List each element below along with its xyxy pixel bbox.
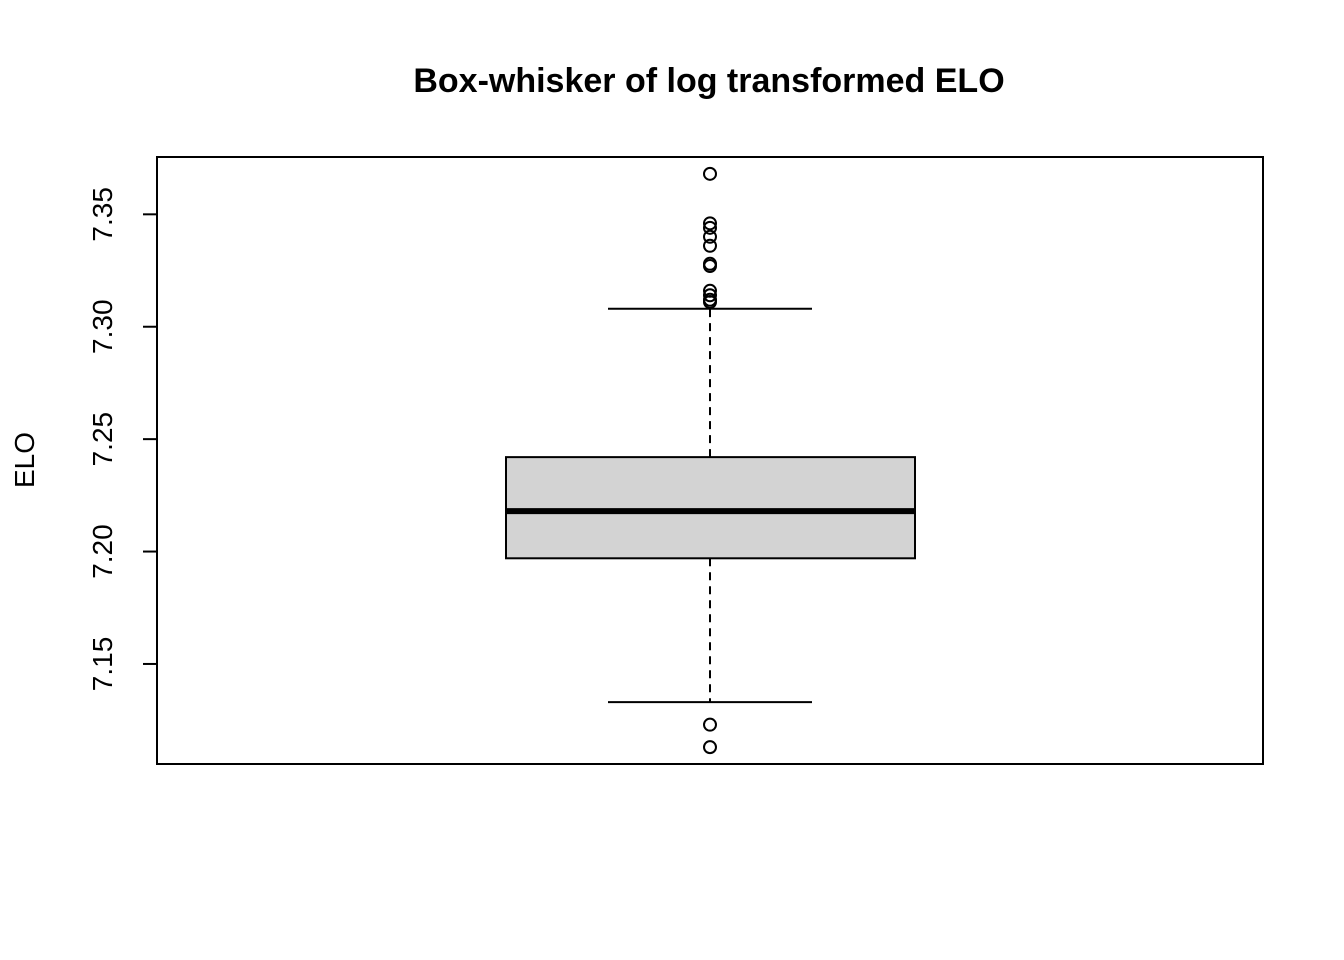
- y-tick-label: 7.20: [87, 524, 118, 579]
- interquartile-box: [505, 456, 916, 560]
- y-tick-label: 7.25: [87, 412, 118, 467]
- y-axis: 7.15 7.20 7.25 7.30 7.35: [87, 187, 157, 691]
- outlier-point: [703, 295, 717, 310]
- outlier-point: [703, 717, 717, 732]
- y-tick-label: 7.15: [87, 637, 118, 692]
- outlier-point: [703, 166, 717, 181]
- y-tick-label: 7.30: [87, 299, 118, 354]
- outlier-point: [703, 259, 717, 274]
- outlier-point: [703, 220, 717, 235]
- y-axis-label: ELO: [9, 432, 40, 488]
- outlier-point: [703, 740, 717, 755]
- y-tick-label: 7.35: [87, 187, 118, 242]
- box-whisker-group: [505, 307, 916, 704]
- outlier-point: [703, 238, 717, 253]
- outliers-group: [703, 166, 717, 755]
- plot-frame: [156, 156, 1264, 765]
- outlier-point: [703, 288, 717, 303]
- chart-title: Box-whisker of log transformed ELO: [413, 62, 1004, 100]
- outlier-point: [703, 216, 717, 231]
- outlier-point: [703, 229, 717, 244]
